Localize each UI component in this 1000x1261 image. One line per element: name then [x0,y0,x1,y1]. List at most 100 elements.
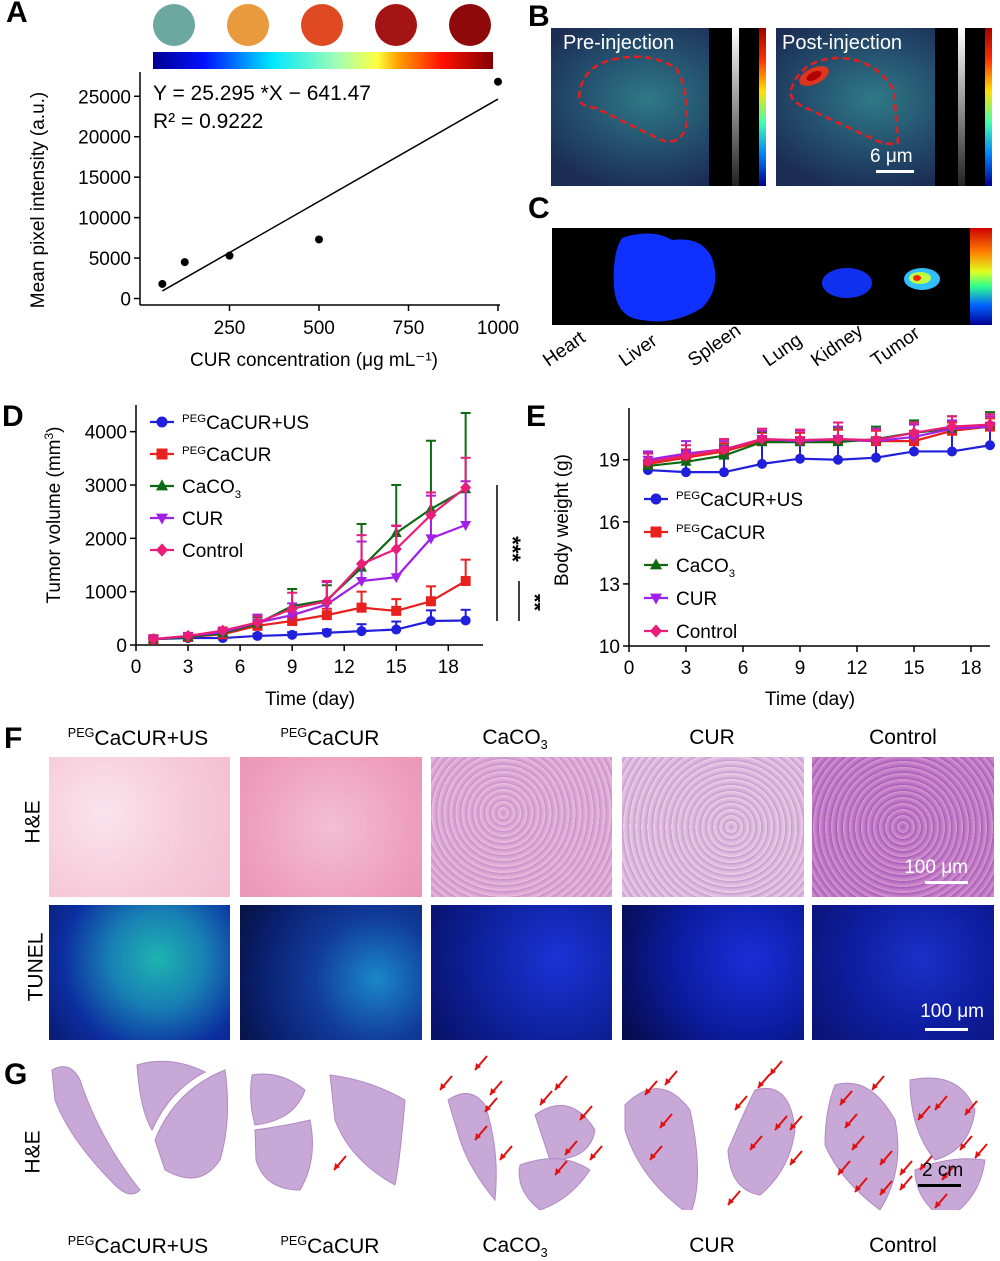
x-tick-label: 9 [287,657,298,678]
scale-bar-label: 100 μm [904,857,968,878]
lung-lobe [329,1074,406,1186]
x-tick-label: 500 [303,318,335,339]
panel-letter-a: A [6,0,28,29]
pre-injection-image: Pre-injection [551,28,766,186]
marker-diamond [908,426,920,439]
colorbar [970,228,992,325]
lung-lobe [51,1066,141,1195]
y-tick-label: 5000 [89,249,131,270]
arrow-head [855,1185,861,1192]
marker-diamond [460,481,472,494]
arrow-head [960,1143,966,1150]
x-tick-label: 12 [334,657,355,678]
marker-circle [287,629,298,640]
marker-triangle-down [390,573,402,584]
y-tick-label: 0 [116,636,127,657]
row-label-he: H&E [21,800,45,844]
legend-label: CUR [676,589,717,610]
marker-triangle-down [649,593,663,605]
organ-label-lung: Lung [759,329,807,372]
arrow-head [965,1108,971,1115]
x-tick-label: 12 [846,658,867,679]
arrow-head [942,1173,948,1180]
marker-square [650,526,662,538]
marker-circle [871,452,881,463]
arrow-head [665,1078,671,1085]
tunel-image-caco3 [431,905,612,1040]
arrow-head [935,1103,941,1110]
g-label-pegcacur: PEGCaCUR [280,1234,380,1258]
organ-label-kidney: Kidney [807,320,868,372]
x-axis-label: Time (day) [265,689,355,710]
he-image-pegcacur-us [49,757,230,897]
marker-square [321,610,332,621]
significance-label: *** [500,536,525,562]
marker-circle [795,453,805,464]
post-injection-label: Post-injection [782,32,903,54]
arrow-head [750,1143,756,1150]
panel-letter-g: G [4,1058,28,1091]
arrow-head [900,1168,906,1175]
sample-well [449,4,491,46]
panel-letter-b: B [528,0,550,33]
marker-circle [947,446,957,457]
lung-sections [51,1055,988,1210]
panel-letter-d: D [2,400,24,433]
organ-label-spleen: Spleen [684,320,745,372]
series-line [153,486,467,641]
arrow-head [660,1121,666,1128]
marker-circle [321,627,332,638]
marker-diamond [286,602,298,615]
marker-circle [425,616,436,626]
arrow-head [500,1153,506,1160]
legend-label: CaCO3 [676,556,735,580]
g-label-pegcacur-us: PEGCaCUR+US [67,1234,209,1258]
col-label-caco3: CaCO3 [482,726,548,753]
significance-label: ** [522,594,540,612]
y-tick-label: 20000 [78,128,131,149]
y-tick-label: 10000 [78,209,131,230]
marker-square [460,576,471,586]
marker-square [356,602,367,613]
organ-label-tumor: Tumor [867,322,924,372]
arrow-head [975,1151,981,1158]
marker-diamond [794,434,806,447]
x-tick-label: 0 [624,658,635,679]
marker-circle [460,615,471,626]
marker-square [425,596,436,607]
marker-diamond [946,420,958,433]
arrow-head [770,1068,776,1075]
liver-signal [613,233,716,322]
series-pegcacur-us [148,608,471,645]
marker-triangle-down [425,534,437,545]
panel-letter-c: C [528,192,550,225]
arrow-head [790,1158,796,1165]
marker-diamond [756,433,768,446]
x-tick-label: 6 [738,658,749,679]
marker-diamond [251,616,263,629]
marker-circle [252,630,263,641]
marker-triangle-down [356,577,368,587]
y-axis-label-text: Tumor volume (mm [44,440,65,604]
arrow-head [880,1158,886,1165]
chart-a: 0 5000 10000 15000 20000 25000 250 500 750 1000 Y… [28,4,519,371]
arrow-head [334,1163,340,1170]
x-tick-label: 15 [386,657,407,678]
marker-diamond [832,433,844,446]
he-image-control: 100 μm [812,757,994,897]
arrow-head [580,1113,586,1120]
scale-bar-label: 100 μm [920,1001,984,1022]
series-control [642,413,996,468]
y-tick-label: 4000 [85,423,127,444]
legend-label: CaCO3 [182,477,241,501]
chart-e: 10 13 16 19 0 3 6 9 12 15 18 PEGCaCUR+US PEGCaCUR Ca… [552,408,996,710]
arrow-head [758,1081,764,1088]
sample-well [301,4,343,46]
tumor-outline [577,55,688,143]
lung-lobe [824,1082,899,1210]
marker-diamond [649,624,663,638]
x-tick-label: 6 [235,657,246,678]
y-tick-label: 25000 [78,87,131,108]
lung-lobe [136,1060,207,1132]
r-squared: R² = 0.9222 [153,110,263,133]
